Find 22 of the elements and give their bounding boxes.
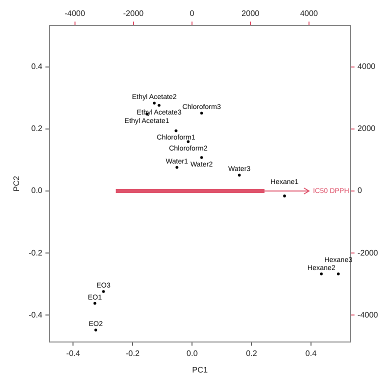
y-tick-label: 0.0 bbox=[31, 186, 43, 196]
x-tick-label: 0.4 bbox=[305, 348, 318, 358]
y-axis-title: PC2 bbox=[12, 175, 22, 192]
x-tick-label: -0.2 bbox=[126, 348, 140, 358]
x-tick-label: -0.4 bbox=[66, 348, 81, 358]
y2-tick-label: -4000 bbox=[358, 310, 379, 320]
x2-tick-label: -4000 bbox=[64, 9, 86, 18]
x-tick-label: 0.0 bbox=[186, 348, 198, 358]
y2-tick-label: 4000 bbox=[358, 62, 376, 72]
y2-tick-label: 2000 bbox=[358, 124, 376, 134]
y2-tick-label: 0 bbox=[358, 186, 363, 196]
y-tick-label: -0.2 bbox=[28, 248, 43, 258]
x-axis-title: PC1 bbox=[192, 365, 208, 374]
y-tick-label: -0.4 bbox=[28, 310, 43, 320]
x-tick-label: 0.2 bbox=[246, 348, 258, 358]
y2-tick-label: -2000 bbox=[358, 248, 379, 258]
y-tick-label: 0.2 bbox=[31, 124, 43, 134]
y-tick-label: 0.4 bbox=[31, 62, 43, 72]
x2-tick-label: -2000 bbox=[123, 9, 144, 18]
x2-tick-label: 4000 bbox=[300, 9, 318, 18]
x2-tick-label: 2000 bbox=[242, 9, 260, 18]
x2-tick-label: 0 bbox=[190, 9, 195, 18]
